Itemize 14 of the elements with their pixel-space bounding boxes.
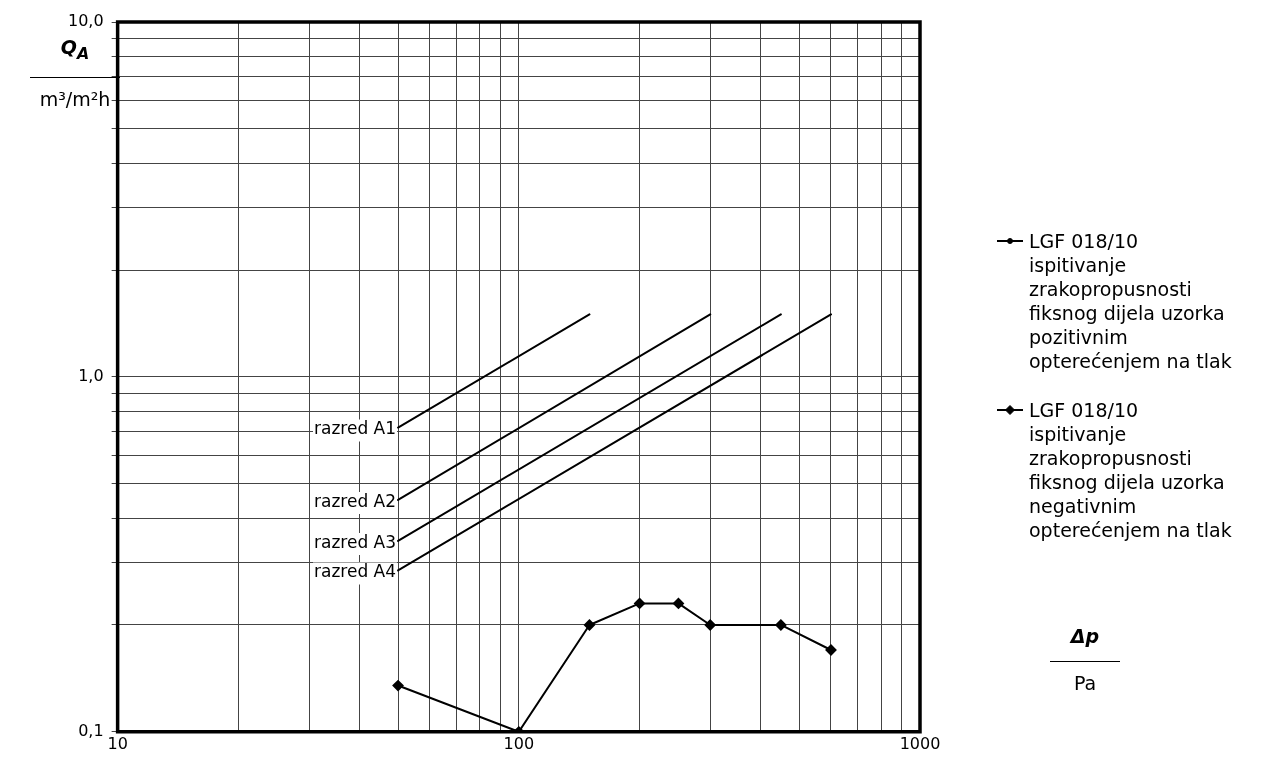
y-tick-label: 0,1: [78, 720, 104, 740]
legend-label: LGF 018/10 ispitivanje zrakopropusnosti fiksnog dijela uzorka negativnim opterećenjem na tlak: [1029, 398, 1233, 542]
text: Q$_{A}$ m³/m²h: [39, 36, 111, 110]
x-tick-label: 100: [503, 733, 535, 753]
y-tick-label: 1,0: [78, 366, 104, 386]
text: Δp Pa: [1070, 625, 1100, 694]
series-label: razred A1: [314, 418, 397, 439]
y-tick-label: 10,0: [68, 11, 104, 31]
legend-label: LGF 018/10 ispitivanje zrakopropusnosti fiksnog dijela uzorka pozitivnim opterećenjem na tlak: [1029, 229, 1233, 373]
series-label: razred A3: [314, 531, 397, 552]
series-label: razred A4: [314, 561, 397, 582]
x-tick-label: 10: [107, 733, 128, 753]
series-label: razred A2: [314, 490, 397, 511]
x-tick-label: 1000: [899, 733, 941, 753]
